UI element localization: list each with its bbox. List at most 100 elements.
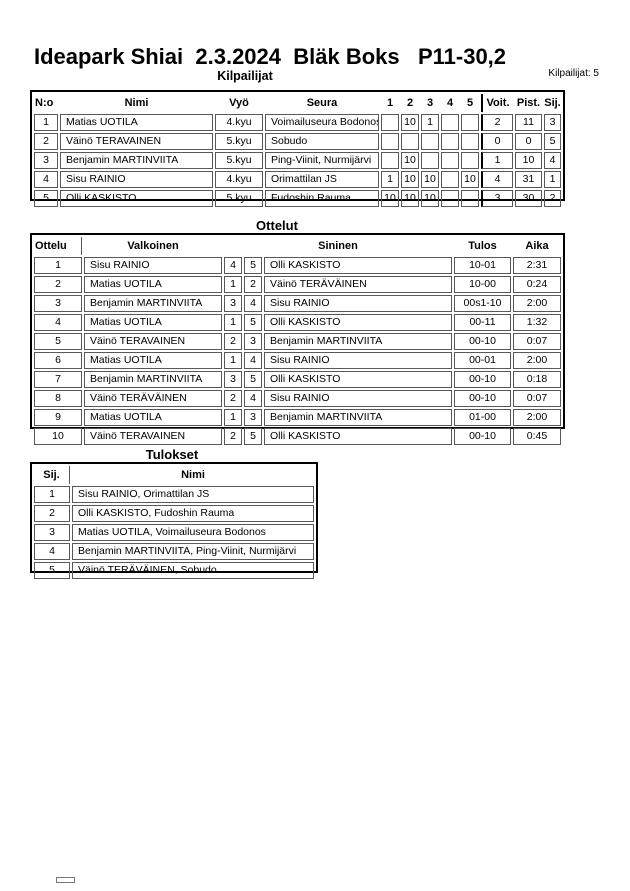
competitors-table: N:o Nimi Vyö Seura 1 2 3 4 5 Voit. Pist.… xyxy=(30,90,565,207)
cell-club: Voimailuseura Bodonos xyxy=(265,114,379,131)
cell-blue-name: Olli KASKISTO xyxy=(264,257,453,274)
cell-score-2: 10 xyxy=(401,114,419,131)
cell-match-no: 4 xyxy=(34,314,82,331)
table-row: 10 Väinö TERAVAINEN 2 5 Olli KASKISTO 00… xyxy=(34,428,562,445)
table-row: 2 Väinö TERAVAINEN 5.kyu Sobudo 0 0 5 xyxy=(34,133,561,150)
cell-place: 1 xyxy=(544,171,561,188)
matches-table-grid: Ottelu Valkoinen Sininen Tulos Aika 1 Si… xyxy=(32,235,563,447)
cell-score-2: 10 xyxy=(401,152,419,169)
cell-blue-name: Olli KASKISTO xyxy=(264,428,453,445)
cell-place: 4 xyxy=(544,152,561,169)
cell-result: 00s1-10 xyxy=(454,295,512,312)
cell-points: 10 xyxy=(515,152,542,169)
results-table-grid: Sij. Nimi 1 Sisu RAINIO, Orimattilan JS … xyxy=(32,464,316,581)
cell-blue-name: Benjamin MARTINVIITA xyxy=(264,409,453,426)
cell-blue-no: 5 xyxy=(244,257,262,274)
cell-white-no: 2 xyxy=(224,428,242,445)
cell-white-name: Väinö TERAVAINEN xyxy=(84,428,222,445)
cell-white-name: Väinö TERAVAINEN xyxy=(84,333,222,350)
cell-result: 00-10 xyxy=(454,371,512,388)
cell-name: Olli KASKISTO xyxy=(60,190,213,207)
cell-club: Ping-Viinit, Nurmijärvi xyxy=(265,152,379,169)
col-header-points: Pist. xyxy=(516,97,541,109)
cell-blue-name: Olli KASKISTO xyxy=(264,371,453,388)
cell-time: 0:45 xyxy=(513,428,562,445)
col-header-round-3: 3 xyxy=(426,97,434,109)
cell-blue-no: 4 xyxy=(244,295,262,312)
col-header-place: Sij. xyxy=(34,466,70,484)
cell-belt: 5.kyu xyxy=(215,190,263,207)
cell-blue-no: 3 xyxy=(244,409,262,426)
table-row: 4 Matias UOTILA 1 5 Olli KASKISTO 00-11 … xyxy=(34,314,562,331)
cell-no: 4 xyxy=(34,171,58,188)
cell-score-3: 1 xyxy=(421,114,439,131)
col-header-round-1: 1 xyxy=(386,97,394,109)
cell-score-2: 10 xyxy=(401,190,419,207)
cell-white-name: Väinö TERÄVÄINEN xyxy=(84,390,222,407)
cell-place: 2 xyxy=(544,190,561,207)
cell-time: 0:24 xyxy=(513,276,562,293)
cell-belt: 4.kyu xyxy=(215,171,263,188)
cell-score-2: 10 xyxy=(401,171,419,188)
table-row: 4 Sisu RAINIO 4.kyu Orimattilan JS 1 10 … xyxy=(34,171,561,188)
page-title: Ideapark Shiai 2.3.2024 Bläk Boks P11-30… xyxy=(33,44,507,69)
table-row: 5 Väinö TERÄVÄINEN, Sobudo xyxy=(34,562,314,579)
cell-blue-no: 3 xyxy=(244,333,262,350)
cell-name: Matias UOTILA xyxy=(60,114,213,131)
cell-score-4 xyxy=(441,152,459,169)
matches-table: Ottelu Valkoinen Sininen Tulos Aika 1 Si… xyxy=(30,233,565,445)
table-row: 2 Olli KASKISTO, Fudoshin Rauma xyxy=(34,505,314,522)
cell-blue-no: 5 xyxy=(244,371,262,388)
cell-time: 1:32 xyxy=(513,314,562,331)
cell-name: Matias UOTILA, Voimailuseura Bodonos xyxy=(72,524,314,541)
cell-white-name: Matias UOTILA xyxy=(84,314,222,331)
cell-match-no: 1 xyxy=(34,257,82,274)
col-header-name: Nimi xyxy=(181,469,205,481)
table-row: 3 Matias UOTILA, Voimailuseura Bodonos xyxy=(34,524,314,541)
cell-white-name: Benjamin MARTINVIITA xyxy=(84,295,222,312)
cell-place: 3 xyxy=(544,114,561,131)
cell-score-5 xyxy=(461,114,479,131)
cell-blue-name: Sisu RAINIO xyxy=(264,390,453,407)
results-heading: Tulokset xyxy=(145,447,199,462)
cell-result: 00-10 xyxy=(454,333,512,350)
cell-name: Benjamin MARTINVIITA, Ping-Viinit, Nurmi… xyxy=(72,543,314,560)
competitors-heading: Kilpailijat xyxy=(217,69,273,83)
cell-time: 2:00 xyxy=(513,295,562,312)
cell-white-name: Matias UOTILA xyxy=(84,409,222,426)
cell-score-3 xyxy=(421,152,439,169)
cell-match-no: 7 xyxy=(34,371,82,388)
cell-score-4 xyxy=(441,114,459,131)
cell-place: 2 xyxy=(34,505,70,522)
col-header-place: Sij. xyxy=(544,97,561,109)
cell-white-no: 2 xyxy=(224,333,242,350)
cell-time: 0:07 xyxy=(513,333,562,350)
cell-white-no: 2 xyxy=(224,390,242,407)
cell-score-1: 10 xyxy=(381,190,399,207)
cell-blue-no: 4 xyxy=(244,390,262,407)
cell-wins: 3 xyxy=(481,190,513,207)
cell-white-no: 1 xyxy=(224,314,242,331)
cell-blue-name: Väinö TERÄVÄINEN xyxy=(264,276,453,293)
table-row: 5 Väinö TERAVAINEN 2 3 Benjamin MARTINVI… xyxy=(34,333,562,350)
cell-name: Sisu RAINIO xyxy=(60,171,213,188)
cell-name: Olli KASKISTO, Fudoshin Rauma xyxy=(72,505,314,522)
cell-time: 0:18 xyxy=(513,371,562,388)
cell-score-4 xyxy=(441,190,459,207)
cell-blue-no: 5 xyxy=(244,428,262,445)
cell-wins: 4 xyxy=(481,171,513,188)
table-row: 2 Matias UOTILA 1 2 Väinö TERÄVÄINEN 10-… xyxy=(34,276,562,293)
cell-match-no: 2 xyxy=(34,276,82,293)
cell-blue-name: Olli KASKISTO xyxy=(264,314,453,331)
cell-score-3 xyxy=(421,133,439,150)
cell-white-no: 3 xyxy=(224,295,242,312)
cell-score-5 xyxy=(461,190,479,207)
cell-points: 30 xyxy=(515,190,542,207)
cell-score-4 xyxy=(441,133,459,150)
cell-blue-no: 2 xyxy=(244,276,262,293)
cell-white-name: Matias UOTILA xyxy=(84,352,222,369)
competitor-count: Kilpailijat: 5 xyxy=(548,68,599,79)
cell-place: 3 xyxy=(34,524,70,541)
cell-score-3: 10 xyxy=(421,190,439,207)
cell-points: 31 xyxy=(515,171,542,188)
